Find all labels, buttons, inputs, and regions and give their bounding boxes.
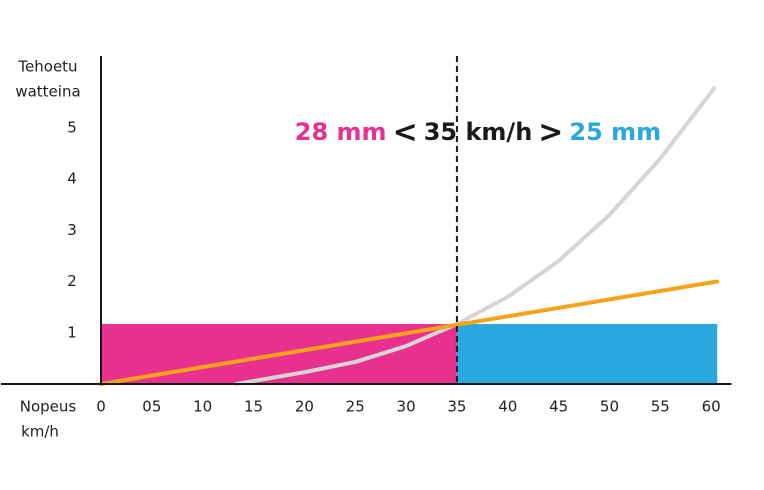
x-tick-label: 10 bbox=[193, 398, 212, 416]
x-tick-label: 40 bbox=[498, 398, 517, 416]
line bbox=[234, 86, 717, 386]
x-tick-label: 30 bbox=[397, 398, 416, 416]
x-tick-label: 55 bbox=[651, 398, 670, 416]
annotation-part: 25 mm bbox=[569, 118, 661, 146]
y-tick-label: 5 bbox=[67, 118, 77, 136]
annotation: 28 mm <35 km/h >25 mm bbox=[295, 115, 661, 150]
x-axis-label: km/h bbox=[21, 423, 59, 441]
region bbox=[456, 324, 718, 384]
x-tick-label: 45 bbox=[549, 398, 568, 416]
x-tick-label: 25 bbox=[346, 398, 365, 416]
y-tick-label: 4 bbox=[67, 170, 77, 188]
y-tick-label: 3 bbox=[67, 221, 77, 239]
annotation-part: 35 km/h bbox=[424, 118, 533, 146]
y-axis-label: watteina bbox=[15, 83, 80, 101]
annotation-part: < bbox=[393, 115, 418, 150]
x-tick-label: 60 bbox=[702, 398, 721, 416]
x-axis-label: Nopeus bbox=[20, 398, 77, 416]
x-tick-label: 20 bbox=[295, 398, 314, 416]
x-tick-label: 15 bbox=[244, 398, 263, 416]
y-tick-label: 1 bbox=[67, 323, 77, 341]
x-tick-label: 35 bbox=[447, 398, 466, 416]
x-tick-label: 0 bbox=[96, 398, 106, 416]
x-tick-label: 50 bbox=[600, 398, 619, 416]
annotation-part: > bbox=[538, 115, 563, 150]
line bbox=[99, 279, 720, 386]
y-axis-label: Tehoetu bbox=[17, 58, 77, 76]
x-tick-label: 05 bbox=[142, 398, 161, 416]
y-tick-label: 2 bbox=[67, 272, 77, 290]
annotation-part: 28 mm bbox=[295, 118, 387, 146]
